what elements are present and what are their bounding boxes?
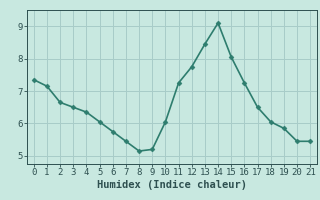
X-axis label: Humidex (Indice chaleur): Humidex (Indice chaleur)	[97, 180, 247, 190]
